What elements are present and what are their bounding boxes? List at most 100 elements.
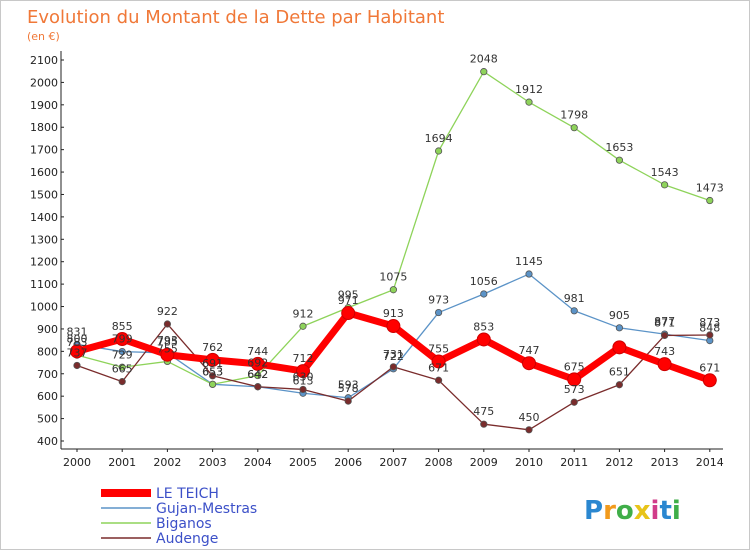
legend-label-le-teich: LE TEICH xyxy=(156,486,219,502)
logo-letter: i xyxy=(651,496,660,526)
data-label: 1543 xyxy=(651,166,679,179)
data-label: 653 xyxy=(202,365,223,378)
data-label: 613 xyxy=(293,374,314,387)
data-label: 737 xyxy=(67,346,88,359)
data-point-biganos xyxy=(706,196,714,205)
data-label: 1798 xyxy=(560,109,588,122)
data-label: 744 xyxy=(247,345,268,358)
data-label: 747 xyxy=(519,344,540,357)
data-point-audenge xyxy=(434,376,443,384)
data-point-le-teich xyxy=(476,332,491,347)
data-point-le-teich xyxy=(296,364,310,379)
data-point-le-teich xyxy=(341,306,356,321)
data-point-le-teich xyxy=(205,352,220,367)
legend-label-biganos: Biganos xyxy=(156,516,212,532)
data-point-biganos xyxy=(254,371,262,380)
data-point-le-teich xyxy=(702,373,717,388)
data-point-le-teich xyxy=(431,354,446,369)
data-point-le-teich xyxy=(160,347,175,362)
x-axis-ticks: 2000 2001 2002 2003 2004 2005 2006 2007 2008 2009… xyxy=(63,449,724,469)
series-points xyxy=(70,68,717,434)
data-label: 783 xyxy=(67,336,88,349)
data-label: 651 xyxy=(609,366,630,379)
data-label: 1912 xyxy=(515,83,543,96)
data-point-le-teich xyxy=(657,357,672,372)
data-point-audenge xyxy=(118,378,126,386)
data-point-biganos xyxy=(480,68,488,76)
x-tick-label: 2003 xyxy=(199,456,227,469)
data-label: 1075 xyxy=(379,271,407,284)
data-point-biganos xyxy=(209,380,217,388)
data-point-audenge xyxy=(254,383,262,391)
legend-label-gujan-mestras: Gujan-Mestras xyxy=(156,501,257,517)
chart-title: Evolution du Montant de la Dette par Hab… xyxy=(27,7,444,28)
data-label: 2048 xyxy=(470,53,498,66)
data-point-le-teich xyxy=(612,340,627,355)
data-point-gujan-mestras xyxy=(434,308,443,317)
legend-label-audenge: Audenge xyxy=(156,531,218,547)
data-point-biganos xyxy=(389,286,397,294)
y-tick-label: 600 xyxy=(37,390,58,403)
data-point-le-teich xyxy=(522,356,536,371)
y-tick-label: 1600 xyxy=(30,166,58,179)
data-point-gujan-mestras xyxy=(570,307,578,315)
data-label: 1056 xyxy=(470,275,498,288)
data-point-biganos xyxy=(570,124,578,132)
x-tick-label: 2002 xyxy=(153,456,181,469)
x-tick-label: 2005 xyxy=(289,456,317,469)
data-label: 913 xyxy=(383,307,404,320)
data-label: 912 xyxy=(293,307,314,320)
data-label: 1694 xyxy=(425,132,453,145)
axes xyxy=(60,51,723,450)
y-tick-label: 1300 xyxy=(30,233,58,246)
data-label: 922 xyxy=(157,305,178,318)
x-tick-label: 2000 xyxy=(63,456,91,469)
data-point-biganos xyxy=(299,322,307,330)
data-point-audenge xyxy=(480,420,488,428)
data-point-audenge xyxy=(163,320,171,328)
data-point-audenge xyxy=(660,331,669,340)
logo-letter: r xyxy=(603,496,616,526)
data-point-audenge xyxy=(73,361,81,370)
y-tick-label: 1500 xyxy=(30,188,58,201)
data-label: 653 xyxy=(202,365,223,378)
data-label: 691 xyxy=(202,357,223,370)
data-point-biganos xyxy=(525,98,533,106)
data-label: 671 xyxy=(428,361,449,374)
data-label: 731 xyxy=(383,348,404,361)
data-label: 578 xyxy=(338,382,359,395)
y-axis-ticks: 400 500 600 700 800 900 1000 1100 1200 1300 1400 15… xyxy=(30,54,64,448)
data-label: 873 xyxy=(699,316,720,329)
data-label: 475 xyxy=(473,405,494,418)
data-label: 642 xyxy=(247,368,268,381)
data-point-le-teich xyxy=(250,356,265,371)
y-tick-label: 900 xyxy=(37,323,58,336)
data-label: 877 xyxy=(654,315,675,328)
x-tick-label: 2014 xyxy=(696,456,724,469)
data-label: 450 xyxy=(519,411,540,424)
data-point-audenge xyxy=(615,381,624,389)
data-label: 973 xyxy=(428,294,449,307)
y-tick-label: 800 xyxy=(37,345,58,358)
data-label: 762 xyxy=(202,341,223,354)
data-label: 743 xyxy=(654,345,675,358)
chart-subtitle: (en €) xyxy=(27,30,60,43)
logo-letter: x xyxy=(634,496,651,526)
y-tick-label: 500 xyxy=(37,413,58,426)
data-label: 665 xyxy=(112,363,133,376)
data-point-biganos xyxy=(434,147,443,155)
x-tick-label: 2008 xyxy=(425,456,453,469)
data-label: 1473 xyxy=(696,182,724,195)
logo-letter: o xyxy=(616,496,634,526)
data-label: 630 xyxy=(293,370,314,383)
data-label: 671 xyxy=(699,361,720,374)
data-label: 971 xyxy=(338,294,359,307)
data-label: 848 xyxy=(699,322,720,335)
y-tick-label: 1700 xyxy=(30,144,58,157)
data-point-gujan-mestras xyxy=(525,270,533,278)
x-tick-label: 2001 xyxy=(108,456,136,469)
data-label: 981 xyxy=(564,292,585,305)
x-tick-label: 2012 xyxy=(605,456,633,469)
